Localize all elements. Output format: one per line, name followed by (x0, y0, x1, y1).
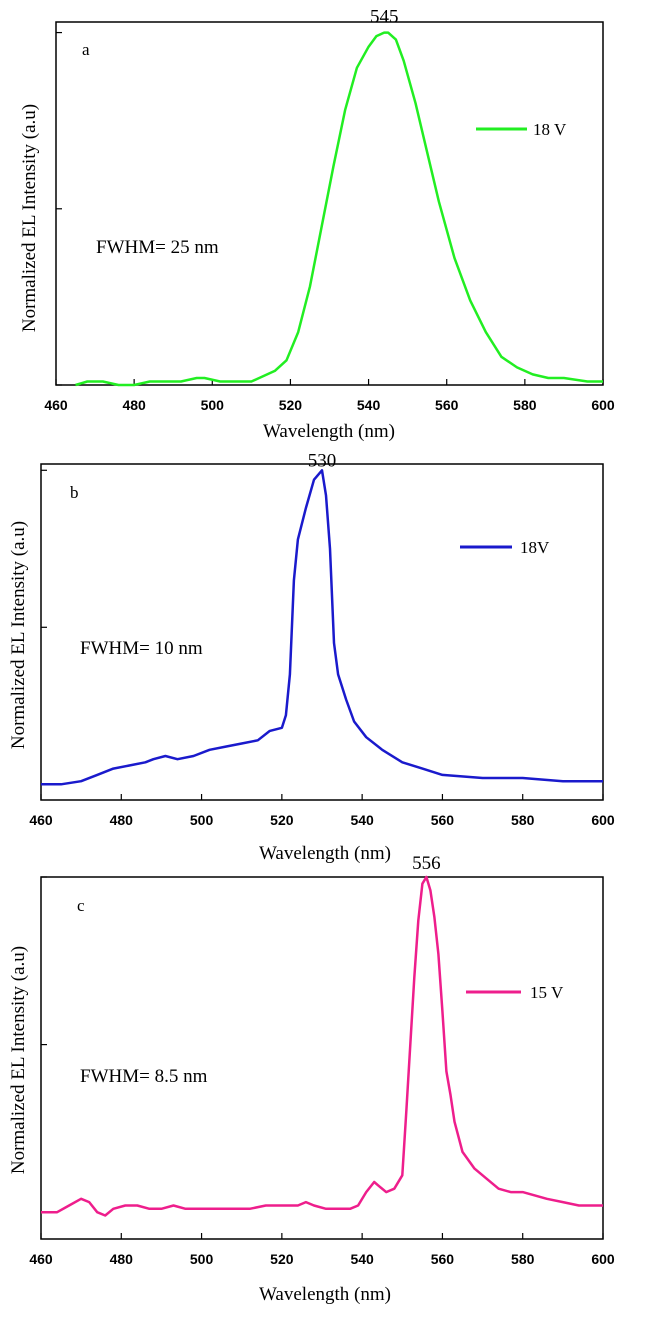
panel-label: b (70, 483, 79, 502)
x-axis-ticks: 460 480 500 520 540 560 580 600 (44, 379, 615, 413)
peak-label: 530 (308, 450, 337, 471)
series-line (75, 31, 603, 387)
x-tick-label: 520 (279, 397, 303, 413)
x-axis-ticks: 460 480 500 520 540 560 580 600 (29, 794, 615, 828)
fwhm-annotation: FWHM= 25 nm (96, 237, 219, 258)
x-tick-label: 500 (190, 812, 214, 828)
x-tick-label: 480 (110, 812, 134, 828)
panel-label: a (82, 40, 90, 59)
legend-label: 18V (520, 538, 550, 557)
x-axis-title: Wavelength (nm) (259, 1284, 391, 1305)
peak-label: 545 (370, 7, 399, 28)
y-axis-title: Normalized EL Intensity (a.u) (19, 104, 40, 332)
x-tick-label: 540 (350, 812, 374, 828)
y-axis-ticks (41, 876, 47, 1213)
x-tick-label: 460 (29, 1251, 53, 1267)
fwhm-annotation: FWHM= 10 nm (80, 638, 203, 659)
x-tick-label: 520 (270, 812, 294, 828)
peak-label: 556 (412, 853, 441, 874)
x-tick-label: 480 (122, 397, 146, 413)
x-tick-label: 460 (29, 812, 53, 828)
x-axis-title: Wavelength (nm) (263, 421, 395, 442)
legend-label: 18 V (533, 120, 567, 139)
panel-c: 460 480 500 520 540 560 580 600 c 556 FWHM= 8.5… (8, 853, 615, 1305)
x-tick-label: 540 (350, 1251, 374, 1267)
plot-frame (40, 463, 604, 801)
x-axis-title: Wavelength (nm) (259, 843, 391, 864)
panel-b: 460 480 500 520 540 560 580 600 b 530 FWHM= 10 … (8, 450, 615, 864)
x-tick-label: 540 (357, 397, 381, 413)
panel-a: 460 480 500 520 540 560 580 600 a 545 FWHM= 25 … (19, 7, 615, 442)
series-line (41, 875, 603, 1217)
x-tick-label: 600 (591, 397, 615, 413)
y-axis-ticks (56, 31, 62, 386)
series-line (41, 469, 603, 786)
y-axis-title: Normalized EL Intensity (a.u) (8, 946, 29, 1174)
x-tick-label: 520 (270, 1251, 294, 1267)
plot-frame (40, 876, 604, 1240)
plot-frame (55, 21, 604, 386)
x-tick-label: 460 (44, 397, 68, 413)
x-tick-label: 560 (431, 812, 455, 828)
x-tick-label: 580 (513, 397, 537, 413)
fwhm-annotation: FWHM= 8.5 nm (80, 1066, 208, 1087)
y-axis-title: Normalized EL Intensity (a.u) (8, 521, 29, 749)
x-tick-label: 480 (110, 1251, 134, 1267)
panel-label: c (77, 896, 85, 915)
x-tick-label: 580 (511, 1251, 535, 1267)
x-axis-ticks: 460 480 500 520 540 560 580 600 (29, 1233, 615, 1267)
x-tick-label: 500 (190, 1251, 214, 1267)
y-axis-ticks (41, 469, 47, 785)
x-tick-label: 560 (435, 397, 459, 413)
x-tick-label: 600 (591, 1251, 615, 1267)
x-tick-label: 560 (431, 1251, 455, 1267)
x-tick-label: 500 (201, 397, 225, 413)
x-tick-label: 600 (591, 812, 615, 828)
legend-label: 15 V (530, 983, 564, 1002)
x-tick-label: 580 (511, 812, 535, 828)
